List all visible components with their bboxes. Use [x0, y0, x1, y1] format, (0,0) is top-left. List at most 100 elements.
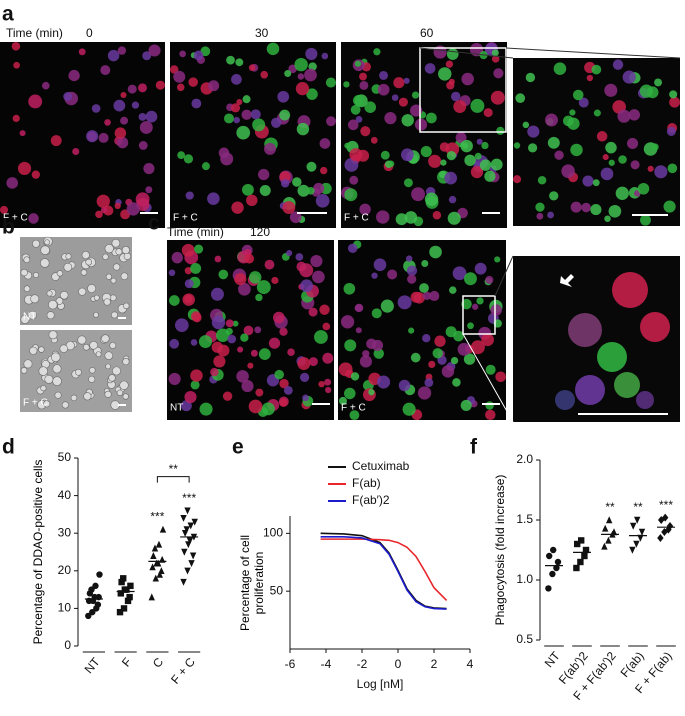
cell	[243, 325, 254, 336]
bf-cell	[40, 245, 50, 255]
cell	[485, 409, 496, 420]
point	[155, 540, 163, 548]
cell	[553, 62, 567, 75]
bf-cell	[33, 272, 39, 279]
cell	[401, 148, 414, 162]
cell	[496, 126, 505, 135]
cell	[310, 254, 323, 268]
cell	[174, 318, 189, 332]
cell	[177, 151, 186, 160]
y-tick-label: 100	[263, 526, 283, 540]
cell	[373, 48, 381, 56]
cell	[227, 334, 237, 344]
cell	[250, 349, 258, 357]
bf-cell	[119, 380, 129, 390]
bf-cell	[20, 268, 28, 277]
cell	[169, 338, 180, 349]
cell	[460, 399, 472, 411]
cell	[469, 43, 484, 57]
cell	[225, 319, 234, 328]
cell	[338, 396, 347, 405]
panel-label: e	[232, 436, 244, 459]
cell	[277, 90, 290, 103]
point	[577, 558, 584, 566]
cell	[120, 116, 129, 125]
cell	[295, 253, 304, 261]
cell	[439, 170, 447, 179]
cell	[429, 290, 440, 302]
cell	[377, 83, 390, 96]
zoom-line	[494, 255, 514, 297]
cell	[190, 311, 202, 322]
cell	[347, 119, 359, 131]
cell	[359, 203, 371, 216]
y-tick-label: 30	[58, 525, 72, 539]
cell	[259, 185, 271, 197]
cell	[407, 274, 417, 284]
point	[156, 570, 163, 578]
cell	[636, 391, 654, 409]
cell	[322, 352, 334, 364]
cell	[445, 60, 454, 68]
cell	[464, 272, 477, 286]
cell	[299, 372, 310, 382]
cell	[188, 77, 198, 87]
cell	[117, 46, 127, 55]
cell	[283, 385, 293, 395]
cell	[432, 348, 443, 359]
cell	[428, 360, 436, 369]
cell	[126, 202, 140, 216]
cell	[570, 143, 583, 157]
point	[186, 537, 194, 545]
bf-cell	[63, 262, 73, 272]
cell	[349, 148, 363, 162]
cell	[640, 214, 651, 226]
cell	[513, 142, 521, 149]
x-tick-label: C	[150, 655, 167, 671]
cell	[602, 154, 609, 161]
cell	[513, 175, 522, 184]
bf-cell	[40, 385, 47, 392]
zoom-line	[462, 333, 514, 423]
cell	[479, 159, 492, 171]
point	[89, 608, 96, 616]
legend-label: Cetuximab	[352, 459, 410, 473]
cell	[86, 130, 99, 143]
bf-cell	[30, 294, 40, 304]
bf-cell	[20, 367, 28, 374]
cell	[304, 68, 317, 82]
cell	[406, 265, 418, 276]
cell	[248, 64, 256, 71]
cell	[254, 326, 262, 334]
cell	[352, 95, 364, 106]
bf-cell	[85, 258, 93, 266]
cell	[453, 330, 464, 342]
cell	[347, 243, 358, 254]
y-tick-label: 50	[270, 583, 284, 597]
cell	[615, 186, 629, 200]
cell	[247, 362, 254, 369]
bf-cell	[89, 367, 96, 374]
cell	[490, 158, 503, 171]
cell	[213, 355, 226, 368]
cell	[572, 89, 584, 101]
cell	[640, 312, 670, 342]
cell	[214, 255, 222, 263]
cell	[280, 179, 290, 188]
cell	[600, 167, 614, 181]
bf-cell	[112, 366, 121, 376]
micrograph	[513, 58, 680, 226]
cell	[286, 249, 293, 257]
point	[152, 574, 159, 582]
cell	[617, 109, 631, 123]
cell	[360, 126, 371, 137]
cell	[216, 328, 230, 342]
cell	[306, 186, 315, 195]
cell	[639, 84, 654, 98]
bf-cell	[104, 390, 112, 398]
cell	[343, 282, 356, 295]
cell	[490, 90, 505, 105]
point	[630, 522, 637, 530]
point	[633, 540, 640, 548]
cell	[371, 308, 382, 319]
